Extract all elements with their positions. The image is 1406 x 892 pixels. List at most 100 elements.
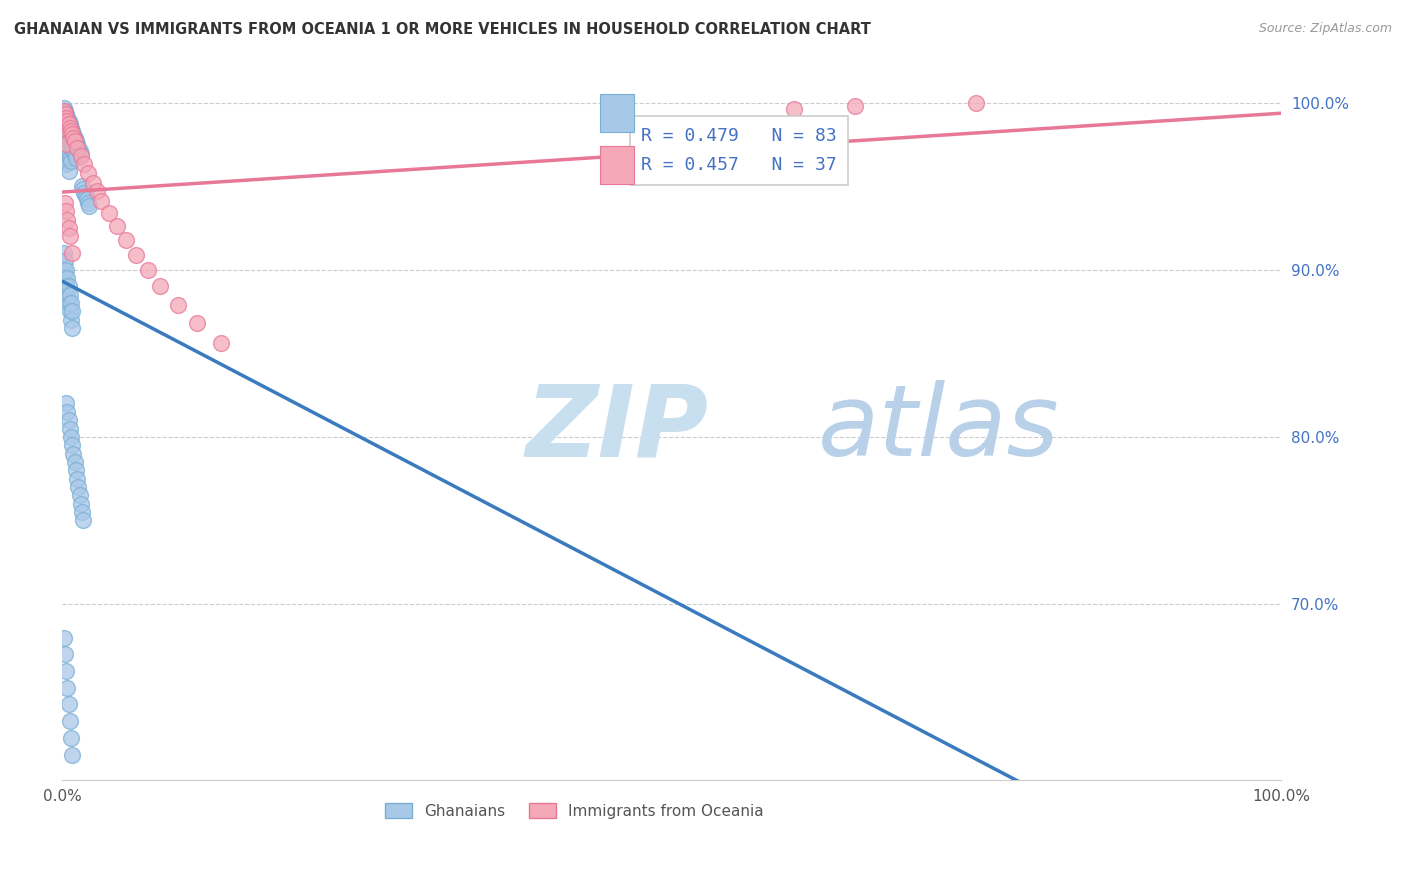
Point xyxy=(53,154,76,169)
Point xyxy=(72,513,94,527)
Point xyxy=(52,262,75,277)
Point xyxy=(60,304,83,318)
Point xyxy=(186,316,208,330)
Point xyxy=(62,130,84,145)
Point xyxy=(844,99,866,113)
Point xyxy=(59,134,82,148)
Point xyxy=(55,396,77,410)
Point xyxy=(63,455,86,469)
Point xyxy=(60,747,83,762)
Point xyxy=(59,304,82,318)
Point xyxy=(53,271,76,285)
Point xyxy=(58,220,80,235)
Point xyxy=(62,144,84,158)
Point xyxy=(69,149,91,163)
Point xyxy=(56,128,79,142)
Point xyxy=(69,147,91,161)
Point xyxy=(56,111,79,125)
Bar xyxy=(600,94,634,132)
Point xyxy=(55,141,77,155)
Point xyxy=(55,262,77,277)
Point xyxy=(69,488,91,502)
Legend: Ghanaians, Immigrants from Oceania: Ghanaians, Immigrants from Oceania xyxy=(378,797,770,824)
Point xyxy=(55,111,77,125)
Point xyxy=(63,134,86,148)
Point xyxy=(60,137,83,152)
Point xyxy=(56,287,79,301)
Point xyxy=(53,254,76,268)
Point xyxy=(52,103,75,118)
Point xyxy=(60,430,83,444)
Text: atlas: atlas xyxy=(818,380,1060,477)
Point xyxy=(56,271,79,285)
Point xyxy=(55,157,77,171)
Point xyxy=(55,137,77,152)
Point xyxy=(60,296,83,310)
Point xyxy=(167,298,190,312)
Point xyxy=(79,199,101,213)
Point xyxy=(59,421,82,435)
Text: Source: ZipAtlas.com: Source: ZipAtlas.com xyxy=(1258,22,1392,36)
Point xyxy=(60,128,83,142)
Point xyxy=(56,405,79,419)
Point xyxy=(60,124,83,138)
Point xyxy=(52,149,75,163)
Point xyxy=(55,204,77,219)
Point xyxy=(70,179,93,194)
Point xyxy=(136,262,159,277)
Point xyxy=(63,147,86,161)
Point xyxy=(115,233,138,247)
Point xyxy=(69,144,91,158)
Point xyxy=(97,206,120,220)
Point xyxy=(53,107,76,121)
Point xyxy=(62,128,84,142)
Point xyxy=(60,246,83,260)
Point xyxy=(52,115,75,129)
Point xyxy=(60,321,83,335)
Bar xyxy=(600,145,634,184)
Point xyxy=(209,336,232,351)
Point xyxy=(76,193,98,207)
Point xyxy=(65,134,87,148)
Point xyxy=(65,151,87,165)
Point xyxy=(66,137,89,152)
Point xyxy=(124,247,146,261)
Point xyxy=(53,103,76,118)
Point xyxy=(105,219,128,234)
Point xyxy=(82,176,104,190)
Point xyxy=(58,279,80,293)
Point xyxy=(67,141,90,155)
Point xyxy=(782,102,804,116)
Point xyxy=(77,195,100,210)
Point xyxy=(60,438,83,452)
Point xyxy=(56,144,79,158)
Point xyxy=(86,184,108,198)
Point xyxy=(52,101,75,115)
Point xyxy=(56,114,79,128)
Point xyxy=(60,313,83,327)
Text: ZIP: ZIP xyxy=(526,380,709,477)
Point xyxy=(72,182,94,196)
Point xyxy=(69,497,91,511)
Point xyxy=(55,279,77,293)
Text: R = 0.479   N = 83
R = 0.457   N = 37: R = 0.479 N = 83 R = 0.457 N = 37 xyxy=(641,127,837,174)
Point xyxy=(67,480,90,494)
Point xyxy=(77,166,100,180)
Point xyxy=(90,194,112,209)
Text: GHANAIAN VS IMMIGRANTS FROM OCEANIA 1 OR MORE VEHICLES IN HOUSEHOLD CORRELATION : GHANAIAN VS IMMIGRANTS FROM OCEANIA 1 OR… xyxy=(14,22,870,37)
Point xyxy=(53,120,76,135)
Point xyxy=(66,141,89,155)
Point xyxy=(58,164,80,178)
Point xyxy=(56,212,79,227)
Point xyxy=(62,447,84,461)
Point xyxy=(58,114,80,128)
Point xyxy=(59,151,82,165)
Point xyxy=(52,631,75,645)
Point xyxy=(149,279,172,293)
Point xyxy=(66,472,89,486)
Point xyxy=(60,154,83,169)
Point xyxy=(70,505,93,519)
Point xyxy=(60,124,83,138)
Point xyxy=(58,413,80,427)
Point xyxy=(58,698,80,712)
